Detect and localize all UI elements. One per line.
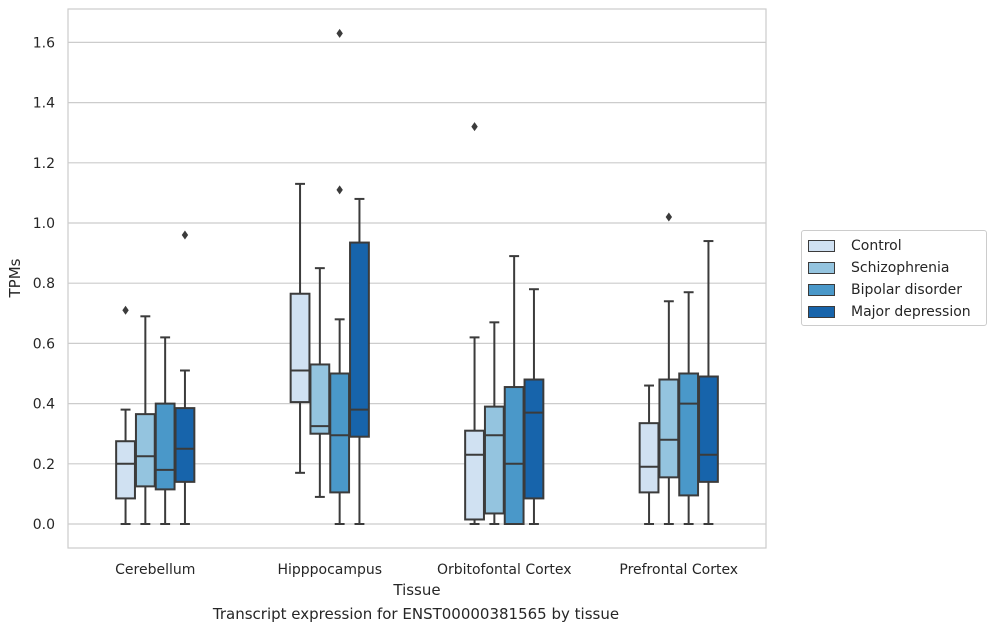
outlier-point [336,185,343,195]
box-iqr [154,402,176,491]
y-tick-label: 0.8 [33,276,55,292]
outlier-point [665,212,673,222]
box-iqr [523,378,545,500]
box-schizophrenia [309,267,331,498]
x-tick-label: Cerebellum [115,562,195,578]
outlier-point [122,305,129,315]
box-iqr [678,372,700,497]
legend-swatch-control [808,240,835,252]
box-iqr [349,241,370,438]
y-tick-label: 1.6 [33,35,55,51]
box-schizophrenia [483,321,505,525]
box-iqr [638,422,660,494]
box-major-depression [174,230,196,525]
box-iqr [309,363,331,435]
y-tick-label: 1.4 [33,96,55,112]
box-control [115,305,136,525]
box-iqr [698,375,719,483]
box-iqr [329,372,351,494]
box-bipolar-disorder [503,255,525,526]
outlier-point [336,28,343,38]
legend-item-bipolar-disorder: Bipolar disorder [808,281,962,299]
x-tick-labels: Cerebellum Hipppocampus Orbitofontal Corte… [115,562,738,578]
x-axis-label: Tissue [392,581,440,599]
plot-area-frame [67,8,767,549]
box-iqr [503,386,525,526]
legend-swatch-schizophrenia [808,262,835,274]
legend: Control Schizophrenia Bipolar disorder M… [801,230,987,326]
legend-item-schizophrenia: Schizophrenia [808,259,949,277]
y-tick-label: 0.0 [33,517,55,533]
legend-label-bipolar-disorder: Bipolar disorder [851,282,963,298]
x-tick-label: Prefrontal Cortex [619,562,738,578]
legend-swatch-bipolar-disorder [808,284,835,296]
legend-swatch-major-depression [808,306,835,318]
y-tick-label: 0.4 [33,397,55,413]
box-control [638,384,660,525]
y-tick-label: 0.2 [33,457,55,473]
box-major-depression [523,288,545,525]
y-tick-label: 1.0 [33,216,55,232]
legend-label-schizophrenia: Schizophrenia [851,260,950,276]
legend-label-control: Control [851,238,902,254]
box-bipolar-disorder [678,291,700,525]
box-iqr [483,405,505,515]
y-tick-label: 0.6 [33,336,55,352]
box-iqr [464,429,485,521]
legend-item-control: Control [808,237,902,255]
legend-label-major-depression: Major depression [851,304,971,320]
chart-caption: Transcript expression for ENST0000038156… [212,605,620,623]
box-major-depression [698,240,719,525]
box-major-depression [349,197,370,525]
y-axis-label: TPMs [6,258,24,298]
y-tick-labels: 0.0 0.2 0.4 0.6 0.8 1.0 1.2 1.4 1.6 [33,35,55,533]
box-control [464,122,485,525]
boxes [115,28,719,526]
x-tick-label: Orbitofontal Cortex [437,562,572,578]
box-schizophrenia [658,212,680,525]
box-iqr [289,292,311,404]
box-control [289,182,311,474]
box-schizophrenia [134,315,156,525]
box-iqr [115,440,136,500]
box-bipolar-disorder [154,336,176,525]
box-iqr [174,407,196,483]
box-iqr [134,413,156,488]
outlier-point [471,122,478,132]
box-iqr [658,378,680,479]
x-tick-label: Hipppocampus [277,562,382,578]
outlier-point [181,230,189,240]
y-tick-label: 1.2 [33,156,55,172]
legend-item-major-depression: Major depression [808,303,971,321]
